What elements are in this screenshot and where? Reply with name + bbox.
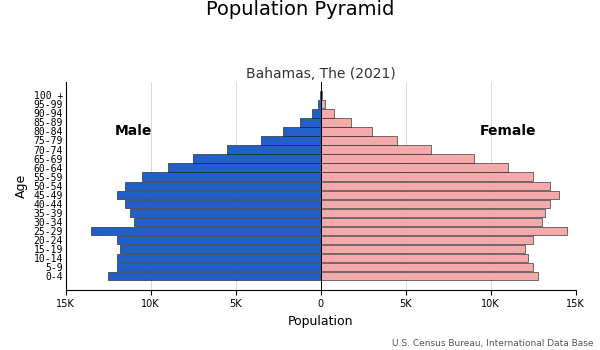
Bar [320,272,538,280]
Bar [116,254,320,262]
Bar [320,91,322,99]
Bar [320,263,533,271]
Bar [320,182,550,190]
Y-axis label: Age: Age [15,174,28,198]
Bar [320,173,533,181]
Bar [320,254,528,262]
Bar [227,145,320,154]
Bar [312,109,320,118]
Bar [120,245,320,253]
Bar [300,118,320,127]
Bar [125,182,320,190]
Bar [320,218,542,226]
Bar [320,227,567,235]
Bar [108,272,320,280]
Bar [318,100,320,108]
Bar [193,154,320,163]
Bar [142,173,320,181]
Bar [320,127,371,135]
Bar [320,109,334,118]
Bar [320,136,397,145]
Bar [320,154,473,163]
Bar [320,245,524,253]
Text: Male: Male [115,125,152,139]
Bar [91,227,320,235]
Text: Female: Female [479,125,536,139]
Bar [116,236,320,244]
X-axis label: Population: Population [288,315,353,328]
Bar [320,118,351,127]
Text: U.S. Census Bureau, International Data Base: U.S. Census Bureau, International Data B… [392,339,594,348]
Bar [261,136,320,145]
Title: Bahamas, The (2021): Bahamas, The (2021) [246,66,395,80]
Bar [116,191,320,199]
Bar [320,163,508,172]
Bar [320,209,545,217]
Bar [320,145,431,154]
Bar [320,100,325,108]
Bar [320,236,533,244]
Bar [167,163,320,172]
Bar [116,263,320,271]
Bar [320,199,550,208]
Bar [125,199,320,208]
Bar [130,209,320,217]
Bar [320,191,559,199]
Bar [283,127,320,135]
Text: Population Pyramid: Population Pyramid [206,0,394,19]
Bar [134,218,320,226]
